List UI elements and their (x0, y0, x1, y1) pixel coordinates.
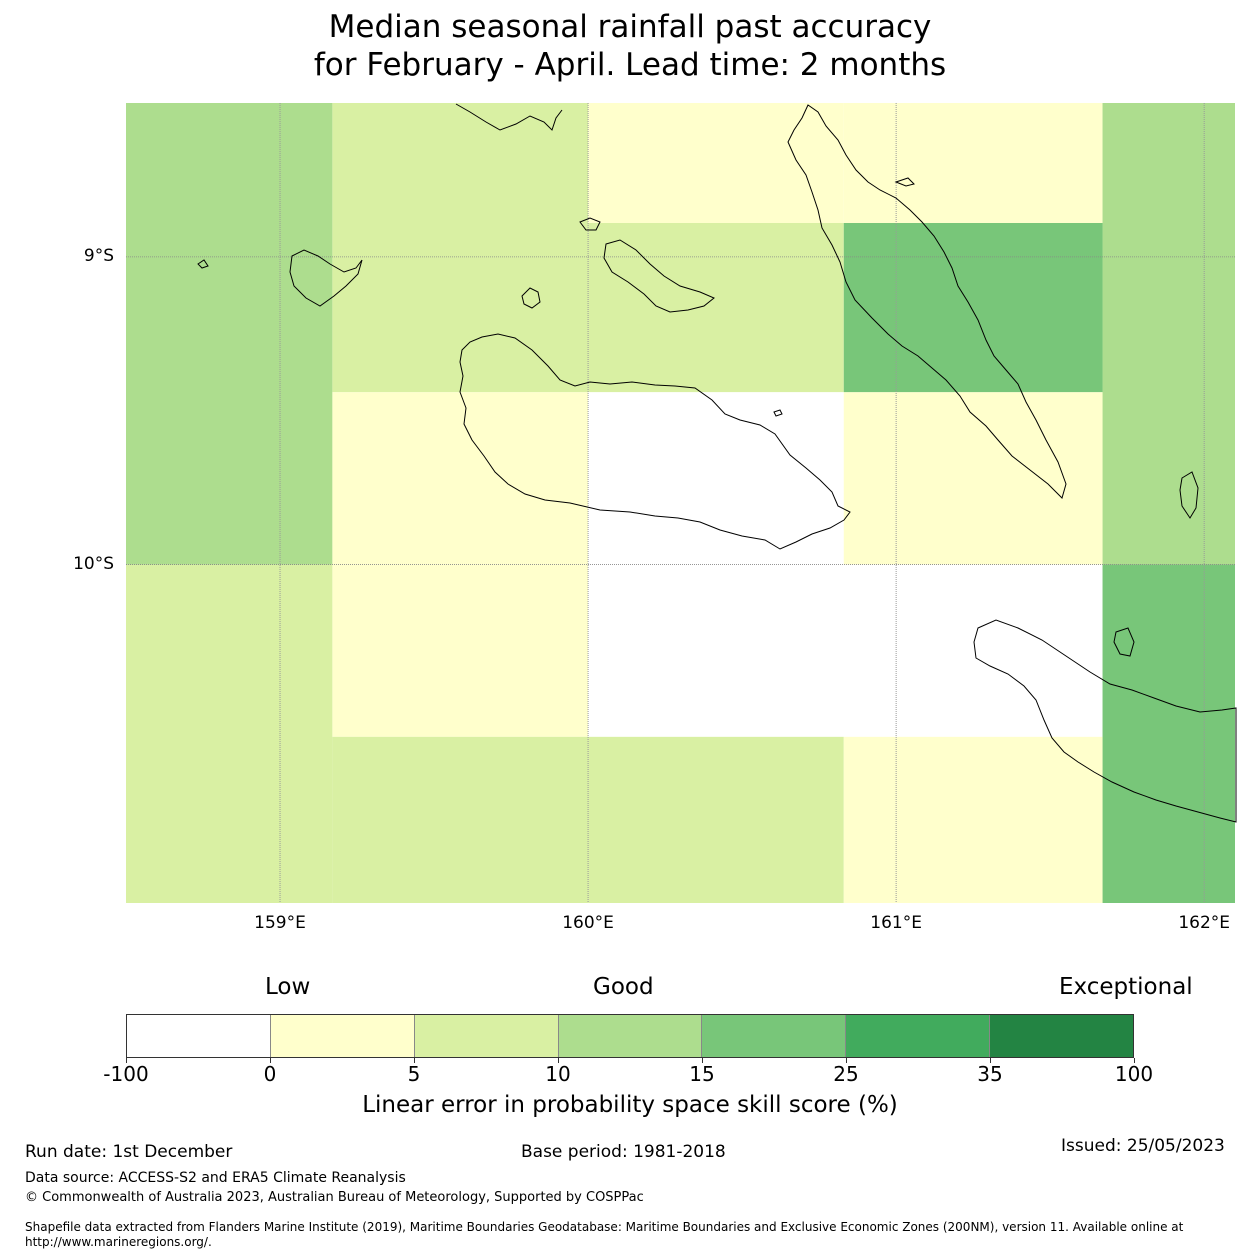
colorbar-segment-4 (702, 1015, 847, 1057)
shapefile-credit: Shapefile data extracted from Flanders M… (25, 1220, 1184, 1249)
skill-map (126, 103, 1237, 903)
run-date: Run date: 1st December (25, 1142, 233, 1162)
base-period: Base period: 1981-2018 (521, 1142, 726, 1162)
coastline-makira (973, 619, 1237, 823)
legend-low-label: Low (265, 974, 311, 1000)
colorbar (126, 1014, 1134, 1058)
skill-cell-7 (588, 223, 844, 393)
colorbar-tick-label-2: 5 (407, 1062, 421, 1086)
colorbar-tick-mark-0 (126, 1058, 127, 1063)
skill-cell-0 (126, 103, 333, 565)
skill-cell-5 (1102, 103, 1235, 565)
colorbar-tick-label-3: 10 (545, 1062, 571, 1086)
colorbar-tick-mark-5 (846, 1058, 847, 1063)
colorbar-segment-5 (846, 1015, 991, 1057)
skill-cell-8 (843, 223, 1103, 393)
colorbar-tick-label-1: 0 (263, 1062, 277, 1086)
skill-cell-15 (1102, 564, 1235, 903)
colorbar-segment-2 (414, 1015, 559, 1057)
colorbar-tick-mark-3 (558, 1058, 559, 1063)
coastline-islet-small (579, 217, 601, 231)
colorbar-tick-label-7: 100 (1114, 1062, 1154, 1086)
colorbar-segment-3 (558, 1015, 703, 1057)
skill-cell-17 (588, 736, 844, 903)
colorbar-tick-label-5: 25 (833, 1062, 859, 1086)
colorbar-segment-6 (990, 1015, 1134, 1057)
skill-cell-16 (332, 736, 589, 903)
lon-label-0: 159°E (254, 913, 306, 933)
skill-cell-9 (332, 392, 589, 565)
colorbar-tick-mark-1 (270, 1058, 271, 1063)
coastline-guadalcanal (459, 333, 851, 550)
coastline-ulawa (1113, 627, 1135, 657)
skill-cell-18 (843, 736, 1103, 903)
lon-label-2: 161°E (870, 913, 922, 933)
coastline-savo (521, 287, 541, 309)
coastline-malaita (787, 104, 1067, 499)
copyright: © Commonwealth of Australia 2023, Austra… (25, 1190, 644, 1205)
skill-cell-10 (588, 392, 844, 565)
skill-cell-13 (588, 564, 844, 737)
coastline-florida-islands (603, 239, 715, 313)
chart-title-line1: Median seasonal rainfall past accuracy (328, 9, 932, 45)
chart-title-line2: for February - April. Lead time: 2 month… (313, 47, 947, 83)
colorbar-tick-mark-6 (990, 1058, 991, 1063)
issued-date: Issued: 25/05/2023 (1061, 1136, 1225, 1156)
coastline-islet-east (1179, 471, 1199, 519)
coastline-point-islet (773, 409, 783, 417)
skill-cell-4 (843, 103, 1103, 223)
colorbar-tick-mark-2 (414, 1058, 415, 1063)
coastline-bay-island (894, 177, 915, 187)
legend-good-label: Good (593, 974, 654, 1000)
coastlines (197, 103, 1237, 823)
coastline-north-islets (455, 103, 563, 131)
colorbar-tick-label-6: 35 (977, 1062, 1003, 1086)
colorbar-tick-mark-7 (1134, 1058, 1135, 1063)
colorbar-label: Linear error in probability space skill … (362, 1092, 898, 1118)
colorbar-segment-1 (270, 1015, 415, 1057)
data-source: Data source: ACCESS-S2 and ERA5 Climate … (25, 1170, 406, 1186)
graticule (126, 103, 1235, 903)
colorbar-segment-0 (127, 1015, 271, 1057)
colorbar-tick-label-4: 15 (689, 1062, 715, 1086)
skill-cell-3 (588, 103, 844, 223)
colorbar-tick-label-0: -100 (103, 1062, 149, 1086)
skill-cell-6 (332, 223, 589, 393)
skill-cell-12 (332, 564, 589, 737)
lon-label-3: 162°E (1178, 913, 1231, 933)
skill-cell-1 (126, 564, 333, 903)
coastline-islet-west (197, 259, 209, 269)
colorbar-tick-mark-4 (702, 1058, 703, 1063)
coastline-russell-islands (289, 249, 363, 307)
lat-label-0: 9°S (83, 245, 114, 266)
skill-cell-2 (332, 103, 589, 223)
skill-cell-14 (843, 564, 1103, 737)
skill-cells (126, 103, 1235, 903)
lon-label-1: 160°E (562, 913, 614, 933)
skill-cell-11 (843, 392, 1103, 565)
lat-label-1: 10°S (73, 553, 114, 574)
legend-exceptional-label: Exceptional (1059, 974, 1193, 1000)
